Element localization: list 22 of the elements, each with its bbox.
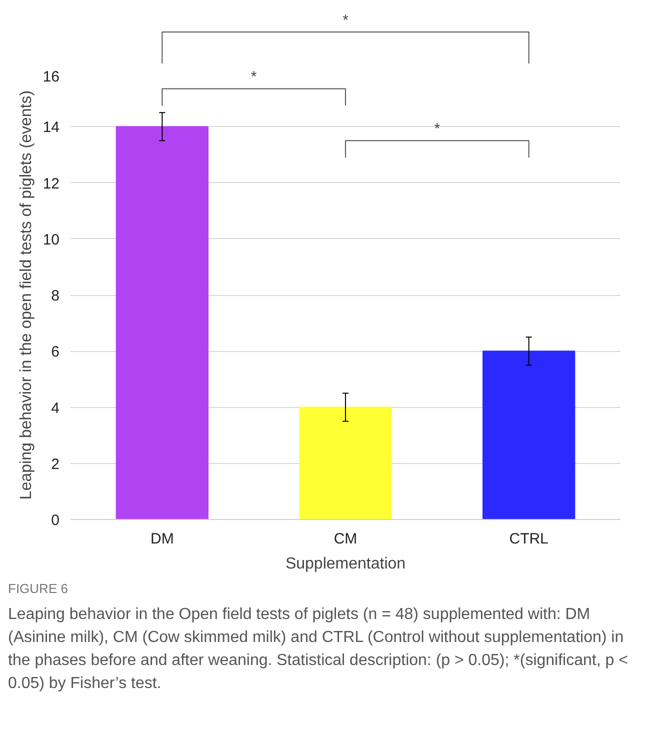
y-tick-label: 12 — [42, 175, 60, 192]
caption: FIGURE 6 — [8, 580, 69, 598]
annotation: * — [434, 120, 440, 138]
y-tick-label: 14 — [42, 119, 60, 136]
y-tick-label: 2 — [51, 456, 60, 473]
annotation: * — [250, 68, 257, 86]
bar — [116, 126, 208, 520]
y-tick-label: 6 — [51, 344, 60, 361]
y-tick-label: 8 — [51, 288, 60, 304]
y-tick-label: 0 — [51, 512, 60, 529]
y-tick-label: 10 — [42, 231, 60, 248]
text: * — [342, 12, 349, 29]
y-tick-label: 4 — [51, 400, 60, 417]
bar — [299, 406, 392, 520]
y-axis-title: Leaping behavior in the open field tests of piglets (events) — [18, 90, 35, 500]
y-tick-label: 16 — [42, 68, 60, 86]
text: Leaping behavior in the Open field tests of piglets (n = 48) supplemented with: DM (Asinine milk), CM (Cow skimmed milk) and CTRL (Control without supplementation) in the phases before and after weaning. Statistical description: (p > 0.05); *(significant, p < 0.05) by Fisher’s test. — [8, 604, 628, 694]
x-tick-label: CM — [334, 530, 358, 548]
x-axis-title: Supplementation — [285, 556, 406, 572]
x-tick-label: CTRL — [509, 530, 548, 548]
bar — [482, 350, 576, 520]
x-tick-label: DM — [150, 530, 174, 548]
